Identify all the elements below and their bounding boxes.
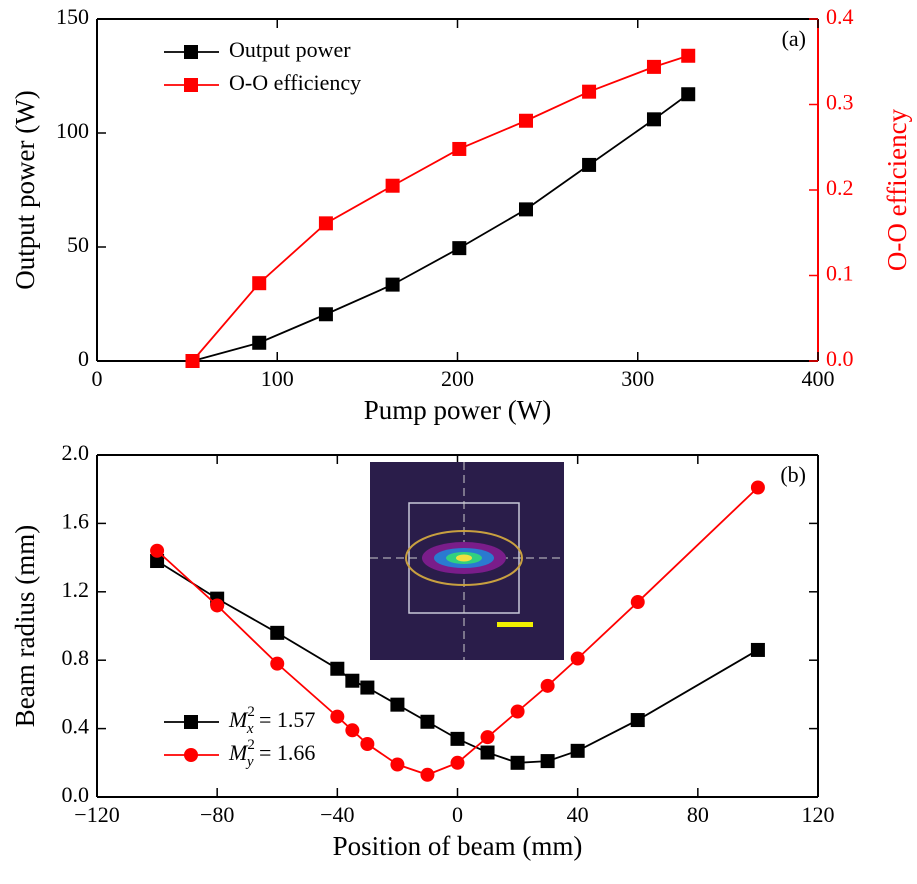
marker [270,656,285,671]
panel-label: (a) [782,26,806,51]
y-tick-label: 50 [67,232,89,257]
x-tick-label: −40 [320,802,354,827]
y-axis-label: Beam radius (mm) [10,525,40,727]
marker [518,113,533,128]
x-tick-label: 100 [261,366,294,391]
legend-marker [184,45,198,59]
marker [646,112,661,127]
x-tick-label: −80 [200,802,234,827]
x-tick-label: −120 [74,802,119,827]
legend-marker [184,715,198,729]
marker [318,216,333,231]
marker [150,554,165,569]
legend-label: O-O efficiency [229,70,361,95]
marker [150,543,165,558]
beam-fit [405,530,523,586]
series-line [192,93,689,362]
marker [540,754,555,769]
marker [540,678,555,693]
marker [450,755,465,770]
marker [450,731,465,746]
marker [570,651,585,666]
marker [318,307,333,322]
marker [360,680,375,695]
marker [420,714,435,729]
beam-peak [456,554,472,562]
marker [345,673,360,688]
marker [385,178,400,193]
marker [452,141,467,156]
x-axis-label: Pump power (W) [364,395,551,425]
legend-label: M2 y = 1.66 [228,737,315,770]
marker [345,723,360,738]
y2-axis-label: O-O efficiency [882,108,912,271]
marker [681,87,696,102]
marker [252,276,267,291]
y-tick-label: 1.6 [62,508,90,533]
y2-tick-label: 0.2 [826,175,854,200]
x-tick-label: 0 [452,802,463,827]
y-tick-label: 100 [56,118,89,143]
y-tick-label: 1.2 [62,577,90,602]
y-tick-label: 0.8 [62,645,90,670]
x-tick-label: 40 [567,802,589,827]
marker [252,335,267,350]
x-tick-label: 80 [687,802,709,827]
marker [270,625,285,640]
x-tick-label: 300 [621,366,654,391]
series-line [191,54,689,362]
y-tick-label: 0 [78,346,89,371]
marker [385,277,400,292]
marker [390,697,405,712]
marker [510,704,525,719]
marker [646,59,661,74]
marker [452,241,467,256]
marker [390,757,405,772]
y2-tick-label: 0.4 [826,4,854,29]
marker [360,736,375,751]
y-tick-label: 0.4 [62,714,90,739]
y-tick-label: 2.0 [62,440,90,465]
beam-inset [370,462,564,660]
marker [630,595,645,610]
scale-bar [497,622,533,627]
legend-marker [184,748,198,762]
marker [750,642,765,657]
marker [480,730,495,745]
marker [582,157,597,172]
marker [185,354,200,368]
legend-marker [184,78,198,92]
marker [420,767,435,782]
x-tick-label: 200 [441,366,474,391]
panel-label: (b) [780,462,806,487]
y-tick-label: 150 [56,4,89,29]
y2-tick-label: 0.0 [826,346,854,371]
legend-label: Output power [229,37,351,62]
marker [330,709,345,724]
legend-label: M2 x = 1.57 [228,704,315,737]
marker [510,755,525,770]
x-tick-label: 120 [802,802,835,827]
marker [480,745,495,760]
y-tick-label: 0.0 [62,782,90,807]
marker [518,202,533,217]
marker [681,48,696,63]
y2-tick-label: 0.1 [826,261,854,286]
marker [582,84,597,99]
y2-tick-label: 0.3 [826,90,854,115]
marker [750,480,765,495]
marker [630,713,645,728]
marker [570,743,585,758]
x-tick-label: 0 [92,366,103,391]
marker [330,661,345,676]
y-axis-label: Output power (W) [10,90,40,289]
x-tick-label: 400 [802,366,835,391]
marker [210,598,225,613]
x-axis-label: Position of beam (mm) [333,831,583,861]
